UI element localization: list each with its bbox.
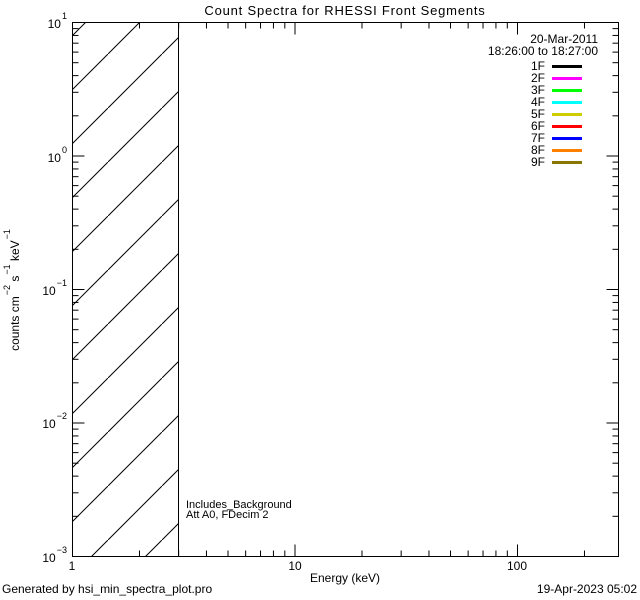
y-axis-label: counts cm−2 s−1 keV−1 [1, 229, 22, 351]
annotation-includes-background: Includes_Background [186, 499, 292, 511]
legend-item-swatch [552, 148, 582, 152]
legend-item-label: 8F [530, 143, 545, 157]
x-tick-label-1: 1 [68, 559, 76, 573]
y-tick-label-10e-1: 10−1 [42, 277, 67, 298]
y-tick-label-10e0: 100 [47, 144, 67, 165]
legend-item-swatch [552, 100, 582, 104]
legend-item-swatch [552, 160, 582, 164]
legend-item-3f: 3F [531, 84, 598, 96]
x-axis-label: Energy (keV) [309, 571, 381, 585]
legend-item-label: 4F [530, 95, 545, 109]
legend-item-label: 3F [530, 83, 545, 97]
legend-item-2f: 2F [531, 72, 598, 84]
legend-item-label: 6F [530, 119, 545, 133]
y-tick-label-10e-3: 10−3 [42, 544, 67, 565]
legend-item-9f: 9F [531, 156, 598, 168]
legend-item-label: 1F [530, 59, 545, 73]
x-tick-label-100: 100 [506, 559, 528, 573]
legend-item-swatch [552, 88, 582, 92]
x-tick-label-10: 10 [288, 559, 302, 573]
footer-timestamp: 19-Apr-2023 05:02 [536, 582, 637, 596]
legend-item-label: 7F [530, 131, 545, 145]
legend-item-8f: 8F [531, 144, 598, 156]
y-tick-label-10e1: 101 [47, 10, 67, 31]
legend-item-4f: 4F [531, 96, 598, 108]
legend-item-swatch [552, 136, 582, 140]
legend-item-6f: 6F [531, 120, 598, 132]
legend-item-swatch [552, 64, 582, 68]
axis-ticks [72, 22, 619, 557]
legend-item-label: 2F [530, 71, 545, 85]
legend-item-swatch [552, 76, 582, 80]
chart-title: Count Spectra for RHESSI Front Segments [204, 3, 486, 18]
legend-date: 20-Mar-2011 [530, 32, 598, 46]
legend: 20-Mar-2011 18:26:00 to 18:27:00 1F 2F 3F 4… [488, 33, 598, 168]
hatched-region [72, 22, 179, 557]
legend-item-1f: 1F [531, 60, 598, 72]
y-tick-label-10e-2: 10−2 [42, 410, 67, 431]
legend-time-range: 18:26:00 to 18:27:00 [487, 44, 598, 58]
footer-generated-by: Generated by hsi_min_spectra_plot.pro [2, 582, 213, 596]
legend-entries: 1F 2F 3F 4F 5F 6F 7F 8F 9F [531, 60, 598, 168]
plot-annotations: Includes_Background Att A0, FDecim 2 [186, 499, 292, 521]
legend-item-label: 9F [530, 155, 545, 169]
legend-item-label: 5F [530, 107, 545, 121]
legend-item-7f: 7F [531, 132, 598, 144]
legend-item-swatch [552, 112, 582, 116]
legend-item-5f: 5F [531, 108, 598, 120]
legend-item-swatch [552, 124, 582, 128]
annotation-att-fdecim: Att A0, FDecim 2 [186, 509, 269, 521]
